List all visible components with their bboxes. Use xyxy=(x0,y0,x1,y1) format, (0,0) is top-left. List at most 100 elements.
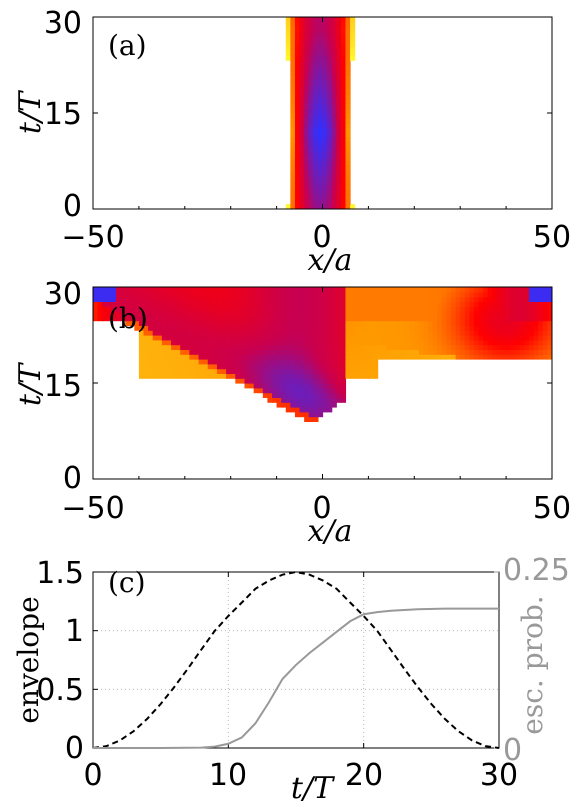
heat-cell-b xyxy=(157,291,163,298)
heat-cell-b xyxy=(542,315,549,322)
heat-cell-b xyxy=(414,339,420,346)
heat-cell-b xyxy=(428,320,434,326)
heat-cell-b xyxy=(138,311,145,317)
heat-cell-b xyxy=(483,325,489,331)
heat-cell-a xyxy=(336,98,342,104)
heat-cell-a xyxy=(313,65,319,71)
heat-cell-b xyxy=(120,306,126,312)
heat-cell-a xyxy=(331,103,337,109)
heat-cell-a xyxy=(327,65,333,71)
heat-cell-b xyxy=(432,291,438,298)
panel-c-ytick-1: 1 xyxy=(65,614,84,649)
heat-cell-b xyxy=(193,335,200,341)
heat-cell-b xyxy=(432,344,438,350)
heat-cell-b xyxy=(483,306,489,312)
heat-cell-b xyxy=(267,373,273,379)
heat-cell-b xyxy=(272,339,278,346)
heat-cell-a xyxy=(327,60,333,66)
heat-cell-a xyxy=(345,151,351,157)
heat-cell-b xyxy=(322,407,328,413)
heat-cell-a xyxy=(308,151,314,157)
heat-cell-a xyxy=(313,185,319,191)
heat-cell-a xyxy=(340,98,347,104)
heat-cell-b xyxy=(308,373,314,379)
heat-cell-b xyxy=(506,311,512,317)
heat-cell-b xyxy=(212,325,218,331)
heat-cell-b xyxy=(281,325,287,331)
heat-cell-b xyxy=(501,325,507,331)
heat-cell-a xyxy=(313,17,319,23)
heat-cell-a xyxy=(308,199,314,205)
heat-cell-b xyxy=(506,301,512,307)
heat-cell-b xyxy=(313,301,319,307)
heat-cell-b xyxy=(143,287,149,293)
heat-cell-b xyxy=(478,354,484,360)
heat-cell-b xyxy=(285,363,291,370)
heat-cell-a xyxy=(350,36,356,42)
heat-cell-b xyxy=(148,296,154,302)
heat-cell-b xyxy=(340,368,347,374)
heat-cell-b xyxy=(409,306,415,312)
heat-cell-b xyxy=(437,296,443,302)
heat-cell-b xyxy=(134,306,140,312)
heat-cell-b xyxy=(258,291,264,298)
heat-cell-b xyxy=(317,402,324,408)
heat-cell-a xyxy=(308,132,314,138)
heat-cell-b xyxy=(428,306,434,312)
heat-cell-a xyxy=(299,122,305,128)
heat-cell-b xyxy=(336,397,342,403)
heat-cell-b xyxy=(336,296,342,302)
heat-cell-b xyxy=(189,363,195,370)
heat-cell-b xyxy=(336,315,342,322)
heat-cell-b xyxy=(230,330,236,336)
heat-cell-b xyxy=(501,339,507,346)
heat-cell-b xyxy=(483,320,489,326)
heat-cell-b xyxy=(249,354,255,360)
heat-cell-b xyxy=(285,383,291,389)
heat-cell-b xyxy=(244,335,250,341)
heat-cell-b xyxy=(327,373,333,379)
heat-cell-b xyxy=(405,306,411,312)
heat-cell-b xyxy=(359,325,365,331)
heat-cell-b xyxy=(249,311,255,317)
heat-cell-a xyxy=(322,151,328,157)
heat-cell-b xyxy=(464,354,470,360)
heat-cell-b xyxy=(363,359,369,365)
heat-cell-b xyxy=(175,311,181,317)
heat-cell-b xyxy=(336,359,342,365)
heat-cell-a xyxy=(327,156,333,162)
heat-cell-b xyxy=(221,339,227,346)
heat-cell-a xyxy=(345,161,351,167)
heat-cell-a xyxy=(345,122,351,128)
heat-cell-b xyxy=(487,339,493,346)
heat-cell-b xyxy=(483,301,489,307)
heat-cell-b xyxy=(473,339,480,346)
heat-cell-b xyxy=(524,315,530,322)
heat-cell-b xyxy=(198,315,204,322)
heat-cell-b xyxy=(345,325,351,331)
heat-cell-b xyxy=(529,335,535,341)
heat-cell-b xyxy=(510,325,516,331)
heat-cell-b xyxy=(276,315,282,322)
heat-cell-b xyxy=(496,330,503,336)
heat-cell-a xyxy=(299,185,305,191)
heat-cell-b xyxy=(111,296,117,302)
heat-cell-b xyxy=(391,301,397,307)
heat-cell-b xyxy=(166,301,172,307)
heat-cell-a xyxy=(345,146,351,152)
heat-cell-a xyxy=(340,36,347,42)
heat-cell-b xyxy=(510,315,516,322)
heat-cell-a xyxy=(322,21,328,28)
heat-cell-a xyxy=(317,21,324,28)
heat-cell-b xyxy=(382,339,388,346)
heat-cell-b xyxy=(304,359,310,365)
heat-cell-b xyxy=(313,383,319,389)
heat-cell-b xyxy=(451,311,457,317)
heat-cell-b xyxy=(386,339,392,346)
heat-cell-b xyxy=(510,344,516,350)
heat-cell-a xyxy=(340,132,347,138)
heat-cell-a xyxy=(336,185,342,191)
heat-cell-b xyxy=(359,315,365,322)
heat-cell-a xyxy=(299,199,305,205)
heat-cell-a xyxy=(294,98,301,104)
